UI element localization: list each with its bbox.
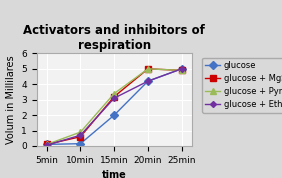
glucose (180, 68, 183, 70)
Title: Activators and inhibitors of
respiration: Activators and inhibitors of respiration (23, 24, 205, 52)
glucose + Ethanol (146, 80, 150, 82)
Legend: glucose, glucose + MgSO4, glucose + Pyruvate, glucose + Ethanol: glucose, glucose + MgSO4, glucose + Pyru… (202, 57, 282, 113)
Line: glucose + Ethanol: glucose + Ethanol (45, 67, 184, 147)
X-axis label: time: time (102, 170, 127, 178)
glucose (113, 114, 116, 116)
glucose + MgSO4 (180, 69, 183, 71)
glucose + MgSO4 (79, 136, 82, 138)
glucose (45, 143, 49, 145)
glucose + Ethanol (180, 68, 183, 70)
Line: glucose + MgSO4: glucose + MgSO4 (44, 66, 184, 147)
glucose + Pyruvate (113, 92, 116, 95)
glucose + Ethanol (113, 97, 116, 99)
Line: glucose: glucose (44, 66, 184, 147)
glucose + Pyruvate (79, 131, 82, 133)
Y-axis label: Volum in Millilares: Volum in Millilares (6, 55, 16, 144)
glucose + MgSO4 (113, 96, 116, 98)
glucose (79, 143, 82, 145)
glucose + Pyruvate (146, 68, 150, 70)
glucose + Ethanol (79, 134, 82, 136)
glucose + Pyruvate (180, 69, 183, 71)
glucose (146, 80, 150, 82)
glucose + Ethanol (45, 144, 49, 146)
Line: glucose + Pyruvate: glucose + Pyruvate (44, 66, 184, 147)
glucose + Pyruvate (45, 143, 49, 145)
glucose + MgSO4 (45, 143, 49, 145)
glucose + MgSO4 (146, 68, 150, 70)
